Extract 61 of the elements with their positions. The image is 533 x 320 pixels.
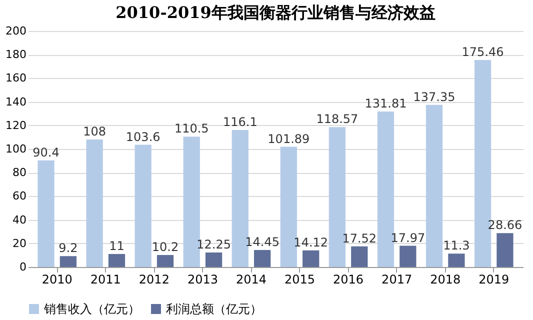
y-tick-label: 180 <box>6 48 26 62</box>
data-label: 17.52 <box>342 231 377 246</box>
bar <box>134 144 152 267</box>
bar <box>108 254 126 267</box>
data-label: 110.5 <box>174 122 209 136</box>
bar <box>280 146 297 267</box>
y-tick-label: 140 <box>6 95 26 108</box>
y-tick-label: 0 <box>20 260 26 274</box>
y-tick-label: 20 <box>12 236 26 250</box>
bar <box>232 130 248 267</box>
data-label: 103.6 <box>126 130 160 144</box>
data-label: 11.3 <box>443 238 470 253</box>
data-label: 116.1 <box>222 115 258 129</box>
data-label: 14.12 <box>294 235 328 250</box>
data-label: 108 <box>83 124 106 139</box>
x-tick-label: 2012 <box>138 272 170 286</box>
bar <box>60 256 77 267</box>
data-label: 11 <box>109 239 124 254</box>
y-tick-label: 100 <box>6 142 26 156</box>
x-tick-label: 2018 <box>430 272 461 286</box>
data-label: 137.35 <box>413 90 456 104</box>
x-tick-label: 2011 <box>90 272 121 286</box>
bar <box>86 140 103 267</box>
bar <box>496 233 514 267</box>
bar <box>400 246 416 267</box>
data-label: 118.57 <box>316 112 358 126</box>
data-label: 10.2 <box>152 240 179 254</box>
data-label: 101.89 <box>268 132 310 146</box>
bar <box>254 250 271 267</box>
bar <box>156 254 174 267</box>
bar <box>205 252 222 267</box>
bar <box>426 104 443 267</box>
x-tick-label: 2015 <box>284 272 316 286</box>
y-tick-label: 40 <box>12 213 26 226</box>
data-label: 9.2 <box>58 241 78 256</box>
legend-label: 销售收入（亿元） <box>43 302 140 316</box>
x-tick-label: 2010 <box>42 272 72 286</box>
data-label: 17.97 <box>390 230 426 245</box>
chart-title: 2010-2019年我国衡器行业销售与经济效益 <box>116 3 436 22</box>
x-tick-label: 2017 <box>382 272 412 286</box>
data-label: 28.66 <box>488 218 522 232</box>
data-label: 131.81 <box>364 96 407 110</box>
data-label: 175.46 <box>462 44 504 59</box>
y-tick-label: 160 <box>6 72 26 85</box>
x-tick-label: 2013 <box>187 272 218 286</box>
bar <box>351 246 368 267</box>
y-tick-label: 120 <box>6 118 26 132</box>
y-tick-label: 80 <box>12 166 26 180</box>
bar <box>448 254 465 267</box>
data-label: 90.4 <box>32 145 60 160</box>
bar <box>302 250 320 267</box>
y-tick-label: 200 <box>6 24 26 38</box>
data-label: 12.25 <box>196 238 231 252</box>
bar <box>38 160 54 267</box>
data-label: 14.45 <box>245 234 280 249</box>
x-tick-label: 2014 <box>236 272 267 286</box>
y-tick-label: 60 <box>12 190 26 203</box>
x-tick-label: 2016 <box>333 272 364 286</box>
x-tick-label: 2019 <box>478 272 510 286</box>
legend-label: 利润总额（亿元） <box>166 302 262 316</box>
bar <box>183 136 200 267</box>
